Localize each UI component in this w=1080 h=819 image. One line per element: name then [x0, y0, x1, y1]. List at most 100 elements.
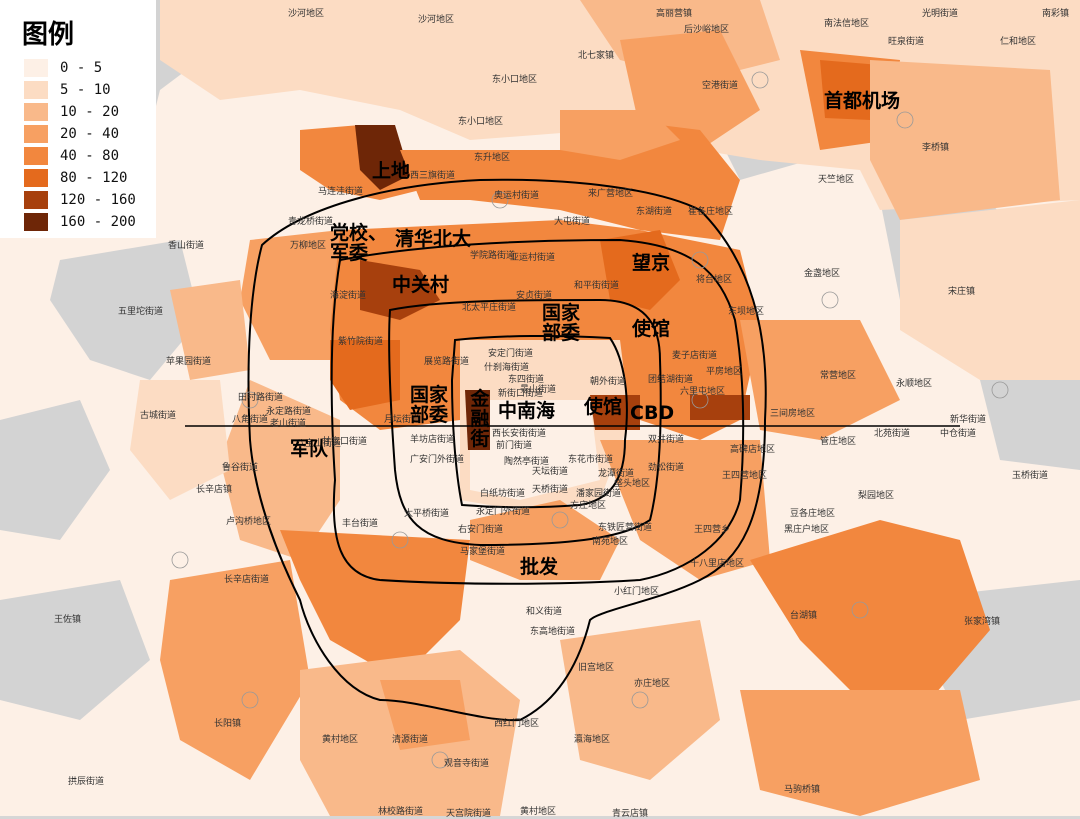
place-name: 旺泉街道	[888, 37, 925, 47]
place-name: 西三旗街道	[410, 171, 456, 181]
label-qinghua-beida: 清华北大	[395, 228, 472, 250]
place-name: 海淀街道	[330, 291, 367, 301]
place-name: 三间房地区	[770, 409, 816, 419]
place-name: 十八里店地区	[690, 559, 745, 569]
place-name: 玉桥街道	[1012, 471, 1049, 481]
place-name: 月坛街道	[384, 415, 421, 425]
place-name: 苹果园街道	[166, 357, 212, 367]
place-name: 垡头地区	[614, 479, 651, 489]
place-name: 马连洼街道	[318, 187, 364, 197]
legend-label: 120 - 160	[60, 192, 136, 208]
place-name: 王佐镇	[54, 615, 82, 625]
place-name: 西长安街街道	[492, 429, 547, 439]
place-name: 沙河地区	[288, 9, 325, 19]
place-name: 北七家镇	[578, 51, 615, 61]
place-name: 八角街道	[232, 415, 269, 425]
place-name: 安贞街道	[516, 291, 553, 301]
place-name: 学院路街道	[470, 251, 516, 261]
map-legend: 图例 0 - 5 5 - 10 10 - 20 20 - 40 40 - 80 80 - …	[0, 0, 156, 238]
place-name: 天坛街道	[532, 467, 569, 477]
place-name: 张家湾镇	[964, 617, 1001, 627]
legend-item: 120 - 160	[24, 190, 136, 210]
place-name: 天宫院街道	[446, 809, 492, 819]
label-shoudu-jichang: 首都机场	[824, 90, 901, 112]
place-name: 长辛店街道	[224, 575, 270, 585]
label-dangxiao-junwei: 党校、 军委	[330, 222, 388, 264]
place-name: 香山街道	[168, 241, 205, 251]
label-jinrongjie: 金融街	[470, 388, 490, 450]
place-name: 黑庄户地区	[784, 525, 830, 535]
place-name: 长阳镇	[214, 719, 242, 729]
ring-road-2	[450, 334, 628, 509]
place-name: 拱辰街道	[68, 777, 105, 787]
place-name: 来广营地区	[588, 189, 634, 199]
legend-swatch	[24, 103, 48, 121]
place-name: 万柳地区	[290, 241, 327, 251]
place-name: 团结湖街道	[648, 375, 694, 385]
label-guojia-buwei-2: 国家 部委	[410, 384, 449, 426]
ring-road-5	[247, 178, 767, 722]
place-name: 黄村地区	[322, 735, 359, 745]
label-jundui: 军队	[290, 438, 329, 460]
place-name: 东铁匠营街道	[598, 523, 653, 533]
legend-title: 图例	[22, 20, 75, 50]
place-name: 东小口地区	[458, 117, 504, 127]
legend-swatch	[24, 59, 48, 77]
place-name: 甘家口街道	[322, 437, 368, 447]
label-cbd: CBD	[630, 402, 675, 424]
label-pifa: 批发	[520, 556, 559, 578]
place-name: 林校路街道	[378, 807, 424, 817]
place-name: 龙潭街道	[598, 469, 635, 479]
place-name: 前门街道	[496, 441, 533, 451]
legend-label: 80 - 120	[60, 170, 128, 186]
legend-label: 5 - 10	[60, 82, 111, 98]
place-name: 西红门地区	[494, 719, 540, 729]
place-name: 陶然亭街道	[504, 457, 550, 467]
place-name: 南苑地区	[592, 537, 629, 547]
place-name: 南彩镇	[1042, 9, 1070, 19]
place-name: 白纸坊街道	[480, 489, 526, 499]
ring-road-3	[388, 298, 662, 547]
place-name: 天桥街道	[532, 485, 569, 495]
legend-swatch	[24, 125, 48, 143]
place-name: 东升地区	[474, 153, 511, 163]
place-name: 南法信地区	[824, 19, 870, 29]
label-shiguan-1: 使馆	[632, 318, 671, 340]
place-name: 崔各庄地区	[688, 207, 734, 217]
place-name: 什刹海街道	[484, 363, 530, 373]
place-name: 金盏地区	[804, 269, 841, 279]
place-name: 中仓街道	[940, 429, 977, 439]
place-name: 太平桥街道	[404, 509, 450, 519]
label-guojia-buwei-1: 国家 部委	[542, 302, 581, 344]
ring-roads	[247, 178, 767, 722]
place-name: 梨园地区	[858, 491, 895, 501]
place-name: 黄村地区	[520, 807, 557, 817]
place-name: 广安门外街道	[410, 455, 465, 465]
place-name: 东四街道	[508, 375, 545, 385]
place-name: 宋庄镇	[948, 287, 976, 297]
legend-item: 80 - 120	[24, 168, 127, 188]
legend-swatch	[24, 169, 48, 187]
label-shiguan-2: 使馆	[584, 396, 623, 418]
place-name: 东高地街道	[530, 627, 576, 637]
place-name: 双井街道	[648, 435, 685, 445]
label-zhongnanhai: 中南海	[498, 400, 556, 422]
legend-item: 0 - 5	[24, 58, 102, 78]
legend-item: 20 - 40	[24, 124, 119, 144]
place-name: 瀛海地区	[574, 735, 611, 745]
place-name: 永定路街道	[266, 407, 312, 417]
place-name: 劲松街道	[648, 463, 685, 473]
place-name: 王四营地区	[722, 471, 768, 481]
label-zhongguancun: 中关村	[392, 274, 450, 296]
place-name: 朝外街道	[590, 377, 627, 387]
place-name: 台湖镇	[790, 611, 818, 621]
place-name: 豆各庄地区	[790, 509, 836, 519]
place-name: 东湖街道	[636, 207, 673, 217]
place-name: 永定门外街道	[476, 507, 531, 517]
legend-label: 0 - 5	[60, 60, 103, 76]
legend-label: 10 - 20	[60, 104, 120, 120]
place-name: 和平街街道	[574, 281, 620, 291]
place-name: 亦庄地区	[634, 679, 671, 689]
